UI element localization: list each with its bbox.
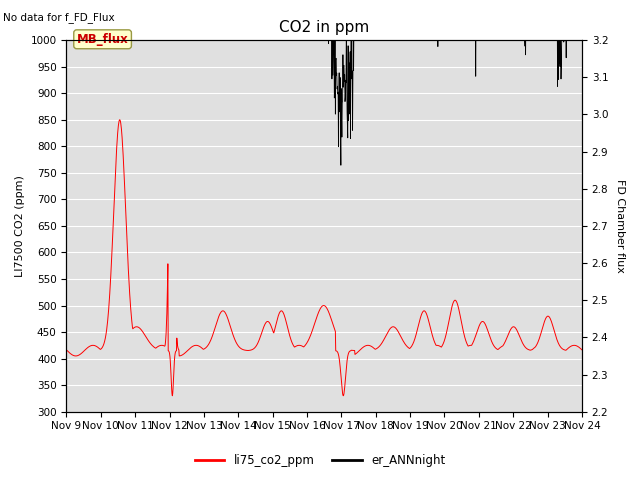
Legend: li75_co2_ppm, er_ANNnight: li75_co2_ppm, er_ANNnight [190,449,450,472]
Text: No data for f_FD_Flux: No data for f_FD_Flux [3,12,115,23]
Title: CO2 in ppm: CO2 in ppm [279,20,369,35]
Text: MB_flux: MB_flux [77,33,129,46]
Y-axis label: FD Chamber flux: FD Chamber flux [615,179,625,273]
Y-axis label: LI7500 CO2 (ppm): LI7500 CO2 (ppm) [15,175,25,277]
